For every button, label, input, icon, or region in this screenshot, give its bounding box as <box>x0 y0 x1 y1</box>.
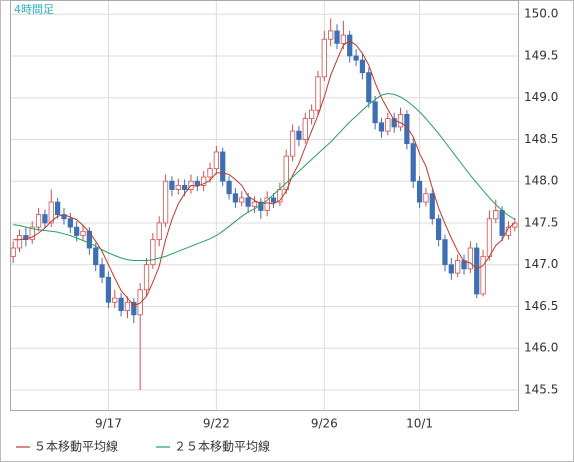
candle-body <box>137 289 143 316</box>
candle-body <box>182 184 188 190</box>
candle-body <box>251 201 258 207</box>
candle-body <box>378 122 385 132</box>
candle-body <box>321 38 327 78</box>
candles <box>10 18 518 390</box>
candle-body <box>366 72 372 103</box>
candle-body <box>55 201 61 216</box>
y-tick-label: 147.0 <box>524 257 558 271</box>
candle-body <box>245 197 251 207</box>
candle-body <box>404 113 410 145</box>
candle-body <box>86 230 92 249</box>
candle-body <box>480 255 486 295</box>
candle-body <box>391 118 397 128</box>
candle-body <box>467 247 473 270</box>
candle-body <box>429 193 435 220</box>
candle-body <box>131 301 137 316</box>
chart-title: 4時間足 <box>14 3 54 16</box>
candle-body <box>448 264 454 274</box>
candle-body <box>207 168 213 178</box>
x-tick-label: 9/22 <box>203 417 230 431</box>
y-tick-label: 145.5 <box>524 382 558 396</box>
candle-body <box>93 247 99 266</box>
candle-body <box>359 59 366 74</box>
y-tick-label: 149.5 <box>524 48 558 62</box>
candle-body <box>48 201 54 224</box>
candle-body <box>150 239 156 266</box>
candle-body <box>385 118 391 132</box>
candle-body <box>493 210 499 220</box>
plot-border <box>10 0 519 411</box>
y-tick-label: 150.0 <box>524 7 558 21</box>
candle-body <box>118 297 124 312</box>
candle-body <box>23 235 29 241</box>
candle-body <box>220 151 226 182</box>
ma-line <box>13 92 516 261</box>
candle-body <box>112 297 118 303</box>
candle-body <box>416 180 423 203</box>
candle-body <box>67 218 73 228</box>
candle-body <box>423 193 429 203</box>
candle-body <box>239 197 245 203</box>
candle-body <box>124 301 131 312</box>
ma-line <box>13 40 516 307</box>
candle-body <box>99 264 105 278</box>
candle-body <box>35 214 42 228</box>
candle-body <box>80 230 86 236</box>
candle-body <box>156 222 162 241</box>
candle-body <box>201 176 207 186</box>
x-tick-label: 9/17 <box>95 417 122 431</box>
candle-body <box>162 180 169 224</box>
candle-body <box>302 118 308 140</box>
candle-body <box>347 34 353 57</box>
candle-body <box>410 143 416 182</box>
candle-body <box>283 155 289 190</box>
candle-body <box>442 239 448 266</box>
candle-body <box>226 180 232 195</box>
candle-body <box>42 214 48 224</box>
candle-body <box>499 210 505 236</box>
candle-body <box>10 247 16 257</box>
candle-body <box>328 30 334 40</box>
candle-body <box>169 180 175 190</box>
y-tick-label: 146.5 <box>524 299 558 313</box>
candle-body <box>436 218 442 241</box>
candle-body <box>105 276 112 303</box>
y-tick-label: 147.5 <box>524 215 558 229</box>
candle-body <box>296 130 302 140</box>
candle-body <box>474 247 480 295</box>
candle-body <box>277 189 283 203</box>
candle-body <box>340 34 346 44</box>
candle-body <box>353 55 359 61</box>
candle-body <box>143 264 150 291</box>
candle-body <box>175 184 181 190</box>
candle-body <box>372 101 378 124</box>
y-tick-label: 148.5 <box>524 132 558 146</box>
candle-body <box>74 226 80 236</box>
candle-body <box>232 193 239 203</box>
grid <box>10 0 518 410</box>
y-tick-label: 149.0 <box>524 90 558 104</box>
candle-body <box>315 76 321 111</box>
y-tick-label: 146.0 <box>524 341 558 355</box>
x-tick-label: 10/1 <box>406 417 433 431</box>
candle-body <box>334 30 340 44</box>
candle-body <box>455 260 461 274</box>
candle-body <box>270 197 277 203</box>
candle-body <box>486 218 493 257</box>
candle-body <box>397 113 404 128</box>
legend-label: ２５本移動平均線 <box>174 439 270 454</box>
candle-body <box>289 130 296 157</box>
candle-body <box>264 197 270 211</box>
x-tick-label: 9/26 <box>311 417 338 431</box>
legend-label: ５本移動平均線 <box>34 439 118 454</box>
candle-body <box>16 235 23 249</box>
candle-body <box>213 151 219 170</box>
candle-body <box>194 180 200 186</box>
y-tick-label: 148.0 <box>524 174 558 188</box>
candle-body <box>29 226 35 241</box>
candle-body <box>309 109 315 119</box>
